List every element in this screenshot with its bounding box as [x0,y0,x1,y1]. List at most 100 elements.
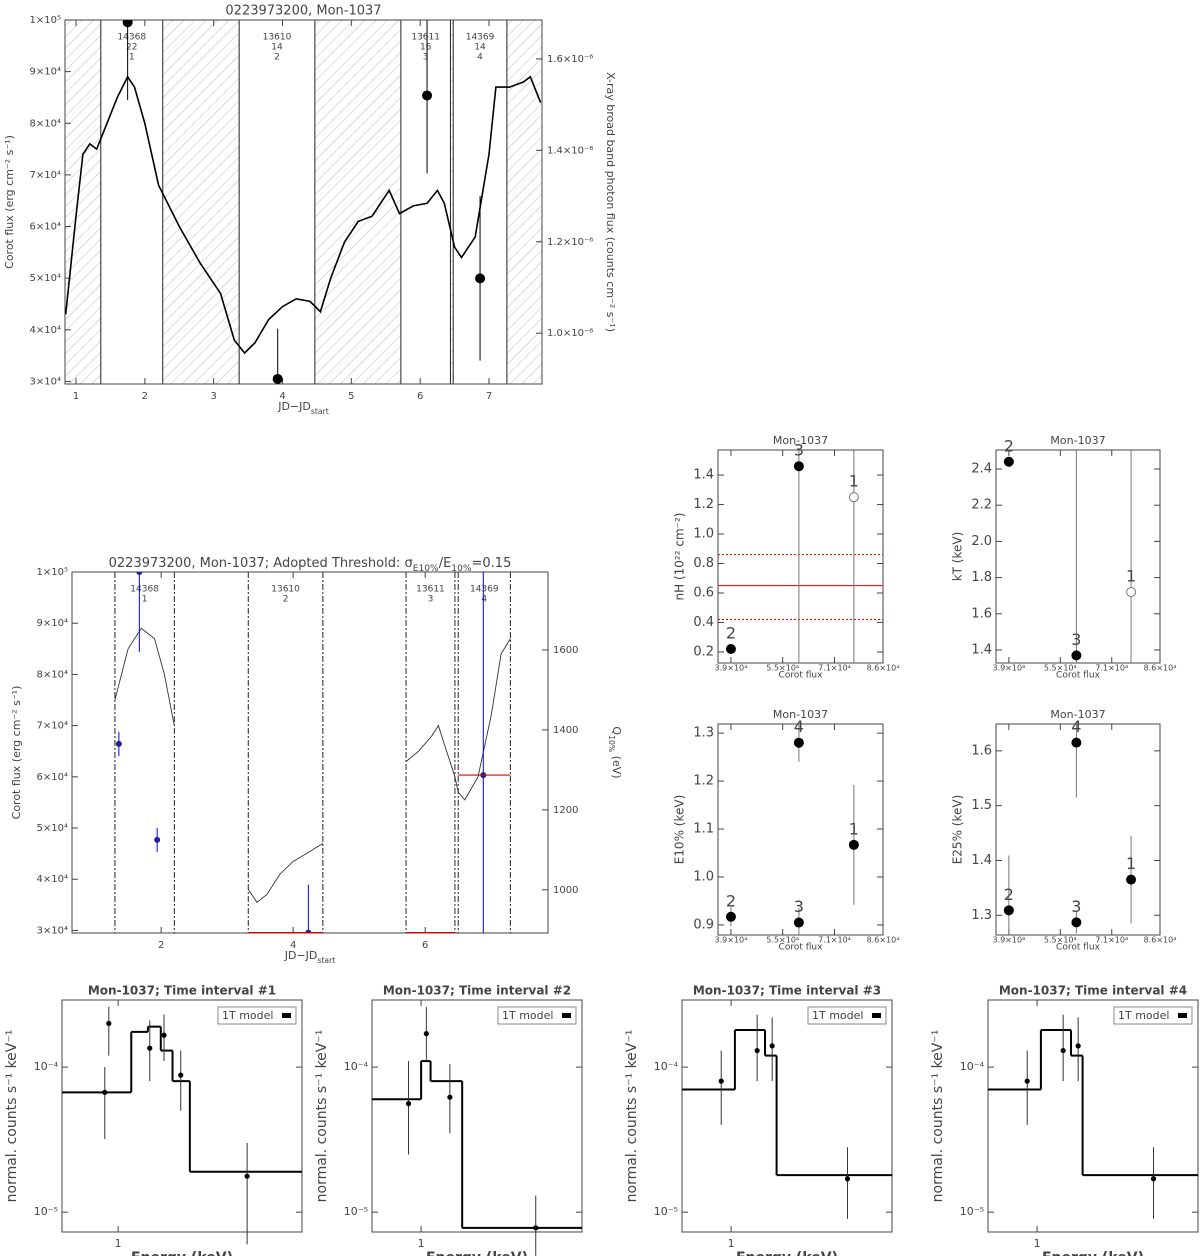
y2-tick-label: 1400 [553,725,578,736]
interval-label: 4 [477,53,483,63]
x-axis-label: JD−JDstart [284,949,336,965]
interval-label: 2 [274,53,280,63]
legend-label: 1T model [222,1009,273,1022]
y2-axis-label-part: 10% [608,735,617,752]
data-point [447,1094,453,1100]
data-point [754,1047,760,1054]
y-tick-label: 8×10⁴ [30,118,61,129]
data-point [793,917,804,928]
y2-tick-label: 1600 [553,645,578,656]
data-point [793,737,804,748]
data-point [1060,1047,1066,1054]
plot-frame [717,449,884,664]
interval-label: 14 [474,43,486,53]
x-tick-label: 8.6×10⁴ [1144,936,1177,945]
legend-box [807,1006,887,1025]
panel-title: Mon-1037 [773,434,828,447]
plot-frame [987,999,1199,1233]
data-point [793,461,804,472]
y-tick-label: 2.2 [971,498,992,513]
y-axis-label: normal. counts s⁻¹ keV⁻¹ [314,1030,330,1203]
y-tick-label: 10⁻⁵ [960,1205,984,1218]
y2-axis-label: X-ray broad band photon flux (counts cm⁻… [604,72,617,332]
data-point [1150,1176,1157,1182]
interval-label: 14369 [470,585,499,595]
legend-label: 1T model [502,1009,553,1022]
panel-title: Mon-1037; Time interval #4 [999,984,1187,998]
y2-tick-label: 1.2×10⁻⁶ [547,237,593,248]
data-point [1071,737,1082,748]
panel-title-part: =0.15 [472,556,512,571]
y-tick-label: 10⁻⁴ [654,1060,679,1073]
data-point [769,1043,775,1049]
legend-label: 1T model [812,1009,863,1022]
legend-swatch [1178,1013,1187,1018]
y2-tick-label: 1000 [553,885,578,896]
y-tick-label: 1.5 [971,798,992,813]
y-tick-label: 1.2 [693,497,714,512]
data-point [161,1032,167,1038]
legend-box [1113,1006,1193,1025]
point-label: 2 [726,891,736,910]
plot-frame [995,723,1161,936]
panel-title: 0223973200, Mon-1037 [225,4,381,19]
y-tick-label: 1.3 [971,908,992,923]
y-tick-label: 10⁻⁴ [960,1060,985,1073]
hatch-region [162,20,240,384]
plot-frame [681,999,893,1233]
data-point [1024,1078,1030,1084]
data-point [1071,917,1082,928]
data-point [1003,905,1014,916]
data-point [154,836,161,843]
interval-label: 22 [126,43,137,53]
panel-title: Mon-1037; Time interval #3 [693,984,881,998]
y2-tick-label: 1.4×10⁻⁶ [547,145,593,156]
y-axis-label: Corot flux (erg cm⁻² s⁻¹) [10,686,23,820]
data-point [405,1101,412,1107]
x-tick-label: 1 [728,1237,735,1250]
y-tick-label: 9×10⁴ [37,618,68,629]
x-axis-label-part: start [311,407,329,416]
point-label: 2 [726,623,736,642]
y-tick-label: 0.9 [693,917,714,932]
point-label: 4 [1071,717,1081,736]
x-tick-label: 8.6×10⁴ [1144,664,1177,673]
data-point [178,1072,184,1078]
interval-label: 14 [271,43,283,53]
data-point [1126,587,1137,598]
hatch-region [314,20,401,384]
x-tick-label: 1 [1034,1237,1041,1250]
legend-swatch [282,1013,291,1018]
y-tick-label: 9×10⁴ [30,67,61,78]
panel-title-part: 0223973200, Mon-1037; Adopted Threshold:… [109,556,413,571]
y-tick-label: 1.4 [693,468,714,483]
interval-label: 13610 [271,585,300,595]
panel-title: Mon-1037 [1050,434,1105,447]
y-tick-label: 1.4 [971,642,992,657]
y-tick-label: 0.8 [693,556,714,571]
x-tick-label: 5.5×10⁴ [1044,664,1077,673]
point-label: 1 [1126,854,1136,873]
y-axis-label: kT (keV) [951,532,965,582]
x-tick-label: 3.9×10⁴ [992,936,1025,945]
panel-title: Mon-1037; Time interval #1 [88,984,276,998]
y-tick-label: 1×10⁵ [30,15,61,26]
y-tick-label: 1.2 [693,774,714,789]
x-axis-label-part: JD−JD [284,949,318,962]
point-label: 3 [794,441,804,460]
y-tick-label: 0.6 [693,585,714,600]
point-label: 1 [849,819,859,838]
x-tick-label: 7.1×10⁴ [818,664,851,673]
interval-label: 14368 [117,33,146,43]
data-point [136,572,143,575]
y2-axis-label-part: Q [610,726,623,735]
data-point [122,20,133,28]
x-axis-label: Corot flux [1056,943,1101,953]
y2-axis-label-part: (eV) [610,752,623,778]
data-point [106,1020,112,1027]
interval-label: 3 [428,595,434,605]
plot-frame [64,19,543,385]
y-tick-label: 10⁻⁴ [344,1060,369,1073]
y-tick-label: 10⁻⁵ [654,1205,678,1218]
x-tick-label: 1 [115,1237,122,1250]
